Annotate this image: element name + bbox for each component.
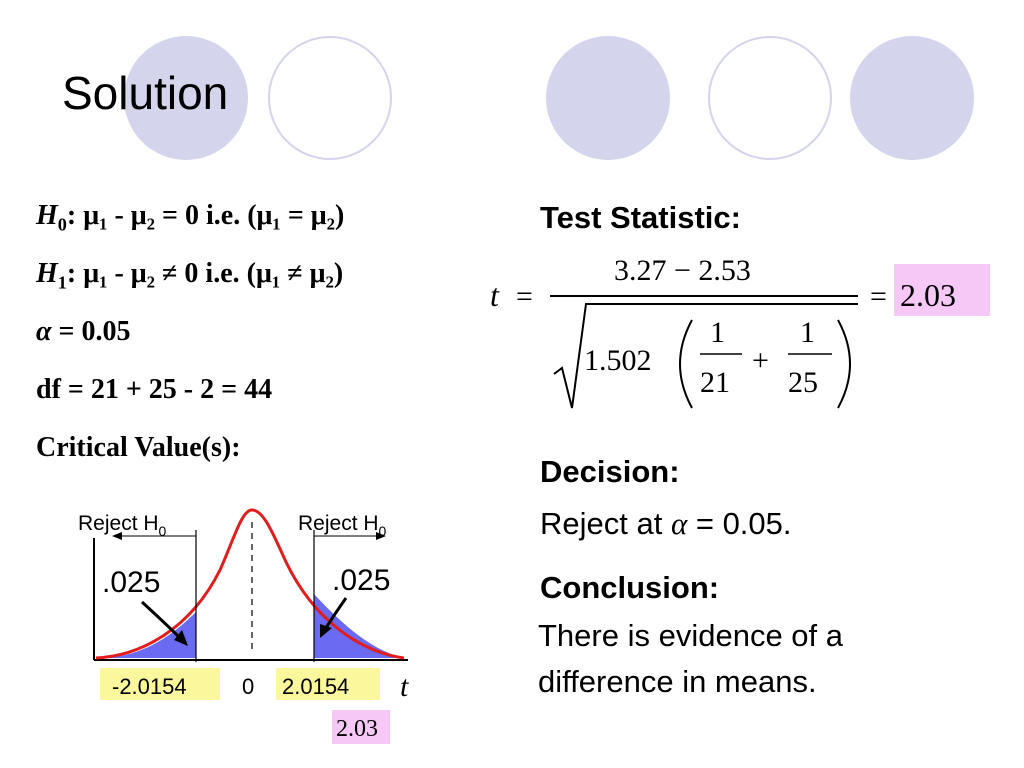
result-highlight — [894, 264, 990, 316]
right-reject-label: Reject H0 — [298, 512, 387, 539]
t-curve — [95, 508, 405, 660]
left-paren — [679, 319, 693, 409]
right-arrowhead — [376, 532, 386, 540]
result-value: 2.03 — [900, 277, 956, 313]
equals-1: = — [516, 280, 533, 313]
right-paren — [837, 319, 851, 409]
decision-heading: Decision: — [540, 454, 680, 489]
test-statistic-heading: Test Statistic: — [540, 200, 741, 235]
n1-denominator: 21 — [700, 366, 730, 399]
alpha-value: = 0.05 — [51, 316, 131, 347]
center-value: 0 — [242, 674, 254, 699]
n2-denominator: 25 — [788, 366, 818, 399]
alternative-hypothesis: H1: μ₁ - μ₂ ≠ 0 i.e. (μ₁ ≠ μ₂) — [36, 258, 343, 294]
alpha-symbol: α — [36, 316, 52, 347]
right-pointer-head — [320, 624, 332, 638]
left-critical-box — [100, 668, 220, 700]
decision-alpha: α — [670, 506, 688, 541]
left-pointer-head — [174, 630, 188, 646]
null-hypothesis: H0: μ₁ - μ₂ = 0 i.e. (μ₁ = μ₂) — [36, 200, 344, 236]
axis-t-label: t — [400, 670, 409, 703]
test-statistic-formula: t = 3.27 − 2.53 1.502 1 21 + 1 25 = 2.03 — [490, 254, 990, 409]
left-reject-label: Reject H0 — [78, 512, 167, 539]
df-line: df = 21 + 25 - 2 = 44 — [36, 374, 273, 405]
plus-sign: + — [752, 344, 769, 377]
conclusion-line-2: difference in means. — [538, 664, 817, 699]
right-tail-label: .025 — [332, 564, 390, 597]
decor-circle-5 — [850, 36, 974, 160]
numerator: 3.27 − 2.53 — [614, 254, 751, 287]
critical-values-label: Critical Value(s): — [36, 432, 241, 463]
right-tail-area — [314, 594, 404, 658]
h0-text: : μ₁ - μ₂ = 0 i.e. (μ₁ = μ₂) — [66, 200, 345, 231]
h0-subscript: 0 — [57, 214, 67, 235]
decor-circle-1 — [124, 36, 248, 160]
t-symbol: t — [490, 277, 500, 313]
alpha-line: α = 0.05 — [36, 316, 130, 348]
right-tail-pointer — [324, 597, 348, 629]
h0-symbol: H — [36, 200, 58, 231]
equals-2: = — [870, 280, 887, 313]
decor-circle-2 — [268, 36, 392, 160]
h1-symbol: H — [36, 258, 58, 289]
t-distribution-diagram: Reject H0 Reject H0 .025 .025 -2.0154 0 … — [78, 508, 409, 744]
stat-value: 2.03 — [336, 716, 378, 742]
decision-text: Reject at α = 0.05. — [540, 506, 792, 542]
left-arrowhead — [112, 532, 122, 540]
decision-suffix: = 0.05. — [687, 506, 792, 541]
h1-text: : μ₁ - μ₂ ≠ 0 i.e. (μ₁ ≠ μ₂) — [66, 258, 344, 289]
right-critical-value: 2.0154 — [282, 674, 349, 699]
decision-prefix: Reject at — [540, 506, 671, 541]
n2-numerator: 1 — [800, 316, 815, 349]
left-tail-area — [96, 612, 196, 658]
decor-circle-3 — [546, 36, 670, 160]
stat-highlight — [332, 710, 390, 744]
n1-numerator: 1 — [710, 316, 725, 349]
conclusion-heading: Conclusion: — [540, 570, 720, 605]
pooled-variance: 1.502 — [584, 344, 652, 377]
slide-title: Solution — [62, 67, 229, 119]
conclusion-line-1: There is evidence of a — [538, 618, 844, 653]
left-tail-label: .025 — [102, 566, 160, 599]
left-tail-pointer — [140, 600, 182, 640]
right-critical-box — [276, 668, 380, 700]
left-critical-value: -2.0154 — [112, 674, 187, 699]
sqrt-sign — [553, 303, 858, 409]
decor-circle-4 — [708, 36, 832, 160]
h1-subscript: 1 — [57, 272, 67, 293]
